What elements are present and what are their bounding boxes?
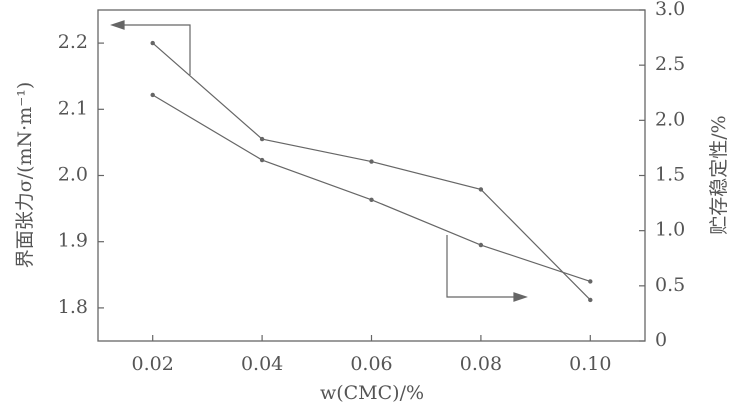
data-point [259,136,265,142]
data-point [369,159,374,164]
y-tick-label: 1.8 [58,296,88,318]
y-axis-label: 界面张力σ/(mN·m⁻¹) [14,82,36,269]
y2-tick-label: 1.5 [655,164,685,186]
data-point [150,40,155,46]
y2-tick-label: 2.5 [655,53,685,75]
x-tick-label: 0.04 [241,353,283,375]
data-point [478,187,484,192]
axis-indicator-left [110,20,191,75]
y2-tick-label: 0.5 [655,274,685,296]
x-tick-label: 0.08 [460,353,502,375]
series-line [152,94,591,282]
y2-axis-label: 贮存稳定性/% [708,115,730,234]
data-point [588,279,593,284]
plot-frame [97,9,646,342]
y2-tick-label: 0 [655,329,667,351]
y2-tick-label: 2.0 [655,108,685,130]
y-tick-label: 2.2 [58,31,88,53]
y-tick-label: 2.1 [58,97,88,119]
y2-tick-label: 1.0 [655,219,685,241]
series-line [152,42,591,301]
y-tick-label: 2.0 [58,164,88,186]
data-point [588,297,593,303]
x-tick-label: 0.02 [132,353,174,375]
data-point [259,157,265,163]
x-tick-label: 0.06 [350,353,392,375]
data-point [478,242,484,248]
y-tick-label: 1.9 [58,230,88,252]
y2-tick-label: 3.0 [655,0,685,20]
data-point [150,92,155,98]
axis-indicator-right [446,235,528,302]
x-axis-label: w(CMC)/% [320,382,424,404]
data-point [369,197,374,202]
x-tick-label: 0.10 [569,353,611,375]
